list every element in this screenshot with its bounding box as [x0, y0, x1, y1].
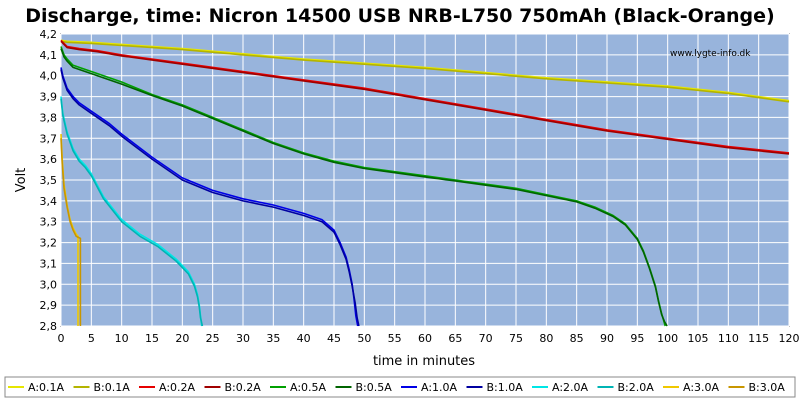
y-tick-label: 4,2 — [40, 28, 58, 41]
series-lines — [60, 39, 790, 327]
x-tick-label: 25 — [206, 332, 220, 345]
y-axis-ticks: 2,8 2,9 3,0 3,1 3,2 3,3 3,4 3,5 3,6 3,7 3,8 3,9 4,0 4… — [40, 28, 58, 333]
series-line-B:0.5A — [60, 48, 668, 327]
y-tick-label: 2,8 — [40, 320, 58, 333]
x-tick-label: 95 — [630, 332, 644, 345]
x-axis-label: time in minutes — [373, 354, 475, 369]
legend-entry: B:1.0A — [487, 381, 524, 394]
y-tick-label: 3,6 — [40, 153, 58, 166]
x-tick-label: 105 — [688, 332, 709, 345]
x-tick-label: 65 — [448, 332, 462, 345]
series-line-A:0.1A — [60, 39, 790, 102]
x-tick-label: 20 — [175, 332, 189, 345]
x-tick-label: 85 — [570, 332, 584, 345]
x-tick-label: 80 — [539, 332, 553, 345]
x-tick-label: 55 — [388, 332, 402, 345]
x-tick-label: 120 — [779, 332, 800, 345]
x-tick-label: 45 — [327, 332, 341, 345]
y-tick-label: 3,5 — [40, 174, 58, 187]
x-tick-label: 110 — [718, 332, 739, 345]
legend: A:0.1A B:0.1A A:0.2A B:0.2A A:0.5A B:0.5A A:1.… — [8, 381, 785, 394]
series-line-B:0.2A — [60, 40, 790, 155]
legend-entry: A:0.2A — [159, 381, 196, 394]
x-tick-label: 40 — [297, 332, 311, 345]
y-tick-label: 3,4 — [40, 195, 58, 208]
x-tick-label: 50 — [357, 332, 371, 345]
x-tick-label: 10 — [115, 332, 129, 345]
y-tick-label: 3,8 — [40, 111, 58, 124]
legend-entry: B:0.2A — [225, 381, 262, 394]
y-tick-label: 2,9 — [40, 299, 58, 312]
legend-box — [4, 376, 796, 398]
y-axis-label: Volt — [14, 168, 29, 193]
legend-entry: A:1.0A — [421, 381, 458, 394]
y-tick-label: 4,1 — [40, 49, 58, 62]
y-tick-label: 3,0 — [40, 278, 58, 291]
legend-entry: B:2.0A — [618, 381, 655, 394]
x-tick-label: 5 — [88, 332, 95, 345]
legend-entry: A:0.5A — [290, 381, 327, 394]
y-tick-label: 3,3 — [40, 216, 58, 229]
legend-entry: A:3.0A — [683, 381, 720, 394]
legend-entry: A:0.1A — [28, 381, 65, 394]
y-tick-label: 3,1 — [40, 257, 58, 270]
y-tick-label: 3,2 — [40, 237, 58, 250]
x-tick-label: 0 — [58, 332, 65, 345]
legend-entry: A:2.0A — [552, 381, 589, 394]
grid-lines — [60, 33, 790, 327]
x-tick-label: 15 — [145, 332, 159, 345]
x-tick-label: 75 — [509, 332, 523, 345]
y-tick-label: 3,7 — [40, 132, 58, 145]
y-tick-label: 4,0 — [40, 70, 58, 83]
legend-entry: B:3.0A — [749, 381, 786, 394]
x-tick-label: 70 — [479, 332, 493, 345]
x-tick-label: 35 — [266, 332, 280, 345]
x-tick-label: 30 — [236, 332, 250, 345]
series-line-B:2.0A — [60, 98, 204, 327]
series-line-B:1.0A — [60, 69, 360, 327]
legend-entry: B:0.1A — [94, 381, 131, 394]
x-tick-label: 90 — [600, 332, 614, 345]
x-tick-label: 100 — [657, 332, 678, 345]
x-tick-label: 60 — [418, 332, 432, 345]
series-line-A:0.2A — [60, 39, 790, 154]
series-line-B:0.1A — [60, 40, 790, 103]
y-tick-label: 3,9 — [40, 91, 58, 104]
x-tick-label: 115 — [748, 332, 769, 345]
legend-entry: B:0.5A — [356, 381, 393, 394]
x-axis-ticks: 0 5 10 15 20 25 30 35 40 45 50 55 60 65 70 75 80 85 90 95 10… — [58, 332, 800, 345]
chart-title: Discharge, time: Nicron 14500 USB NRB-L7… — [25, 5, 774, 27]
series-line-B:3.0A — [60, 138, 82, 326]
watermark: www.lygte-info.dk — [670, 49, 751, 59]
